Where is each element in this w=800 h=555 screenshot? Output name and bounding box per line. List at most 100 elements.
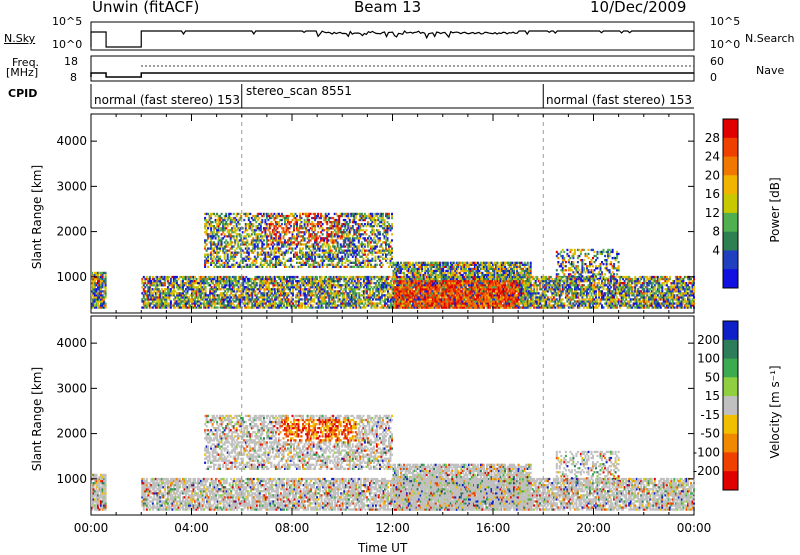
data-cell (188, 296, 190, 298)
data-cell (219, 223, 221, 225)
data-cell (200, 284, 202, 286)
data-cell (669, 276, 671, 278)
data-cell (307, 304, 309, 306)
data-cell (209, 294, 211, 296)
data-cell (390, 294, 392, 296)
data-cell (292, 292, 294, 294)
data-cell (499, 282, 501, 284)
data-cell (146, 292, 148, 294)
data-cell (294, 278, 296, 280)
data-cell (547, 290, 549, 292)
data-cell (657, 276, 659, 278)
data-cell (692, 294, 694, 296)
data-cell (239, 264, 241, 266)
data-cell (306, 306, 308, 308)
data-cell (676, 306, 678, 308)
data-cell (575, 290, 577, 292)
data-cell (595, 296, 597, 298)
data-cell (204, 264, 206, 266)
data-cell (153, 290, 155, 292)
data-cell (379, 300, 381, 302)
data-cell (373, 278, 375, 280)
data-cell (343, 296, 345, 298)
data-cell (361, 302, 363, 304)
data-cell (339, 294, 341, 296)
data-cell (619, 284, 621, 286)
data-cell (649, 288, 651, 290)
data-cell (203, 284, 205, 286)
data-cell (545, 286, 547, 288)
data-cell (242, 294, 244, 296)
data-cell (367, 286, 369, 288)
data-cell (230, 292, 232, 294)
data-cell (202, 290, 204, 292)
data-cell (615, 284, 617, 286)
data-cell (657, 300, 659, 302)
data-cell (322, 306, 324, 308)
data-cell (595, 290, 597, 292)
data-cell (234, 217, 236, 219)
data-cell (223, 302, 225, 304)
data-cell (615, 290, 617, 292)
data-cell (550, 290, 552, 292)
data-cell (566, 282, 568, 284)
data-cell (180, 302, 182, 304)
data-cell (289, 290, 291, 292)
data-cell (679, 276, 681, 278)
data-cell (324, 298, 326, 300)
data-cell (340, 288, 342, 290)
data-cell (227, 245, 229, 247)
data-cell (633, 292, 635, 294)
data-cell (307, 300, 309, 302)
data-cell (634, 286, 636, 288)
data-cell (170, 278, 172, 280)
data-cell (193, 284, 195, 286)
data-cell (234, 231, 236, 233)
data-cell (648, 306, 650, 308)
data-cell (654, 278, 656, 280)
data-cell (631, 306, 633, 308)
data-cell (206, 280, 208, 282)
data-cell (243, 258, 245, 260)
data-cell (386, 286, 388, 288)
data-cell (223, 288, 225, 290)
nsky-trace (91, 31, 694, 47)
data-cell (297, 276, 299, 278)
data-cell (275, 302, 277, 304)
data-cell (360, 278, 362, 280)
data-cell (197, 286, 199, 288)
data-cell (363, 304, 365, 306)
data-cell (645, 298, 647, 300)
data-cell (624, 280, 626, 282)
data-cell (649, 280, 651, 282)
data-cell (692, 304, 694, 306)
data-cell (330, 282, 332, 284)
data-cell (203, 300, 205, 302)
data-cell (361, 300, 363, 302)
data-cell (248, 302, 250, 304)
data-cell (548, 282, 550, 284)
data-cell (233, 260, 235, 262)
data-cell (170, 300, 172, 302)
data-cell (212, 258, 214, 260)
data-cell (548, 278, 550, 280)
data-cell (300, 294, 302, 296)
data-cell (292, 280, 294, 282)
data-cell (176, 276, 178, 278)
data-cell (559, 286, 561, 288)
data-cell (194, 298, 196, 300)
data-cell (244, 304, 246, 306)
data-cell (300, 286, 302, 288)
data-cell (595, 304, 597, 306)
data-cell (211, 304, 213, 306)
data-cell (230, 278, 232, 280)
data-cell (358, 292, 360, 294)
data-cell (281, 306, 283, 308)
data-cell (214, 276, 216, 278)
data-cell (536, 288, 538, 290)
data-cell (554, 300, 556, 302)
data-cell (177, 278, 179, 280)
data-cell (228, 215, 230, 217)
data-cell (94, 280, 96, 282)
data-cell (619, 278, 621, 280)
